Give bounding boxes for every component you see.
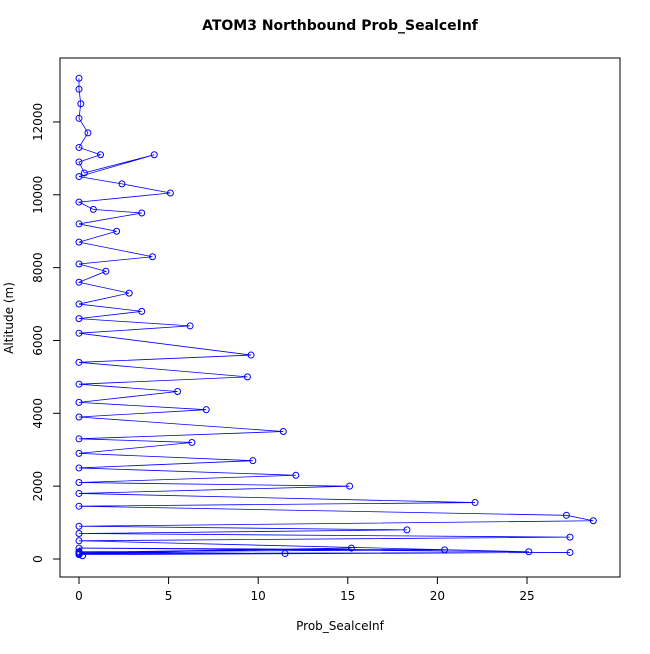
data-point bbox=[75, 329, 83, 337]
x-tick-label: 5 bbox=[165, 589, 173, 603]
data-point bbox=[403, 526, 411, 534]
data-point bbox=[75, 530, 83, 538]
data-point bbox=[75, 74, 83, 82]
data-point bbox=[113, 227, 121, 235]
data-point bbox=[249, 457, 257, 465]
data-point bbox=[346, 482, 354, 490]
data-point bbox=[174, 387, 182, 395]
data-point bbox=[75, 522, 83, 530]
x-axis-label: Prob_SealceInf bbox=[296, 619, 384, 633]
data-point bbox=[75, 278, 83, 286]
data-point bbox=[247, 351, 255, 359]
data-point bbox=[202, 406, 210, 414]
data-point bbox=[150, 151, 158, 159]
x-tick-label: 0 bbox=[75, 589, 83, 603]
data-point bbox=[148, 253, 156, 261]
y-tick-label: 6000 bbox=[31, 325, 45, 356]
data-point bbox=[75, 398, 83, 406]
data-point bbox=[566, 533, 574, 541]
x-tick-label: 10 bbox=[251, 589, 266, 603]
y-tick-label: 2000 bbox=[31, 471, 45, 502]
y-tick-label: 0 bbox=[31, 555, 45, 563]
data-point bbox=[75, 544, 83, 552]
data-point bbox=[75, 238, 83, 246]
data-point bbox=[166, 189, 174, 197]
y-tick-label: 8000 bbox=[31, 252, 45, 283]
data-point bbox=[77, 100, 85, 108]
data-point bbox=[279, 428, 287, 436]
data-point bbox=[441, 546, 449, 554]
y-tick-label: 12000 bbox=[31, 103, 45, 141]
data-point bbox=[125, 289, 133, 297]
data-point bbox=[96, 151, 104, 159]
data-point bbox=[562, 511, 570, 519]
data-point bbox=[75, 449, 83, 457]
data-point bbox=[102, 267, 110, 275]
x-tick-label: 25 bbox=[519, 589, 534, 603]
data-point bbox=[138, 209, 146, 217]
data-point bbox=[75, 300, 83, 308]
data-point bbox=[84, 129, 92, 137]
data-point bbox=[75, 413, 83, 421]
data-point bbox=[75, 143, 83, 151]
x-tick-label: 15 bbox=[340, 589, 355, 603]
data-point bbox=[471, 499, 479, 507]
data-point bbox=[75, 464, 83, 472]
data-point bbox=[118, 180, 126, 188]
data-point bbox=[75, 158, 83, 166]
data-point bbox=[186, 322, 194, 330]
data-point bbox=[138, 307, 146, 315]
data-point bbox=[75, 551, 83, 559]
data-point bbox=[89, 205, 97, 213]
data-point bbox=[75, 315, 83, 323]
x-tick-label: 20 bbox=[430, 589, 445, 603]
data-point bbox=[75, 502, 83, 510]
data-point bbox=[75, 85, 83, 93]
data-point bbox=[75, 435, 83, 443]
data-point bbox=[75, 537, 83, 545]
data-point bbox=[75, 173, 83, 181]
data-line bbox=[77, 78, 594, 557]
data-point bbox=[589, 517, 597, 525]
data-point bbox=[75, 114, 83, 122]
data-point bbox=[75, 358, 83, 366]
y-tick-label: 4000 bbox=[31, 398, 45, 429]
data-point bbox=[75, 220, 83, 228]
data-point bbox=[80, 169, 88, 177]
data-point bbox=[79, 552, 87, 560]
y-tick-label: 10000 bbox=[31, 176, 45, 214]
y-axis-label: Altitude (m) bbox=[2, 282, 16, 354]
data-point bbox=[281, 550, 289, 558]
data-point bbox=[75, 380, 83, 388]
data-point bbox=[566, 548, 574, 556]
data-point bbox=[525, 548, 533, 556]
data-point bbox=[347, 544, 355, 552]
data-point bbox=[75, 489, 83, 497]
data-point bbox=[292, 471, 300, 479]
data-point bbox=[75, 198, 83, 206]
data-point bbox=[75, 260, 83, 268]
data-point bbox=[75, 479, 83, 487]
data-point bbox=[243, 373, 251, 381]
data-point bbox=[188, 438, 196, 446]
chart-title: ATOM3 Northbound Prob_SealceInf bbox=[202, 18, 479, 34]
